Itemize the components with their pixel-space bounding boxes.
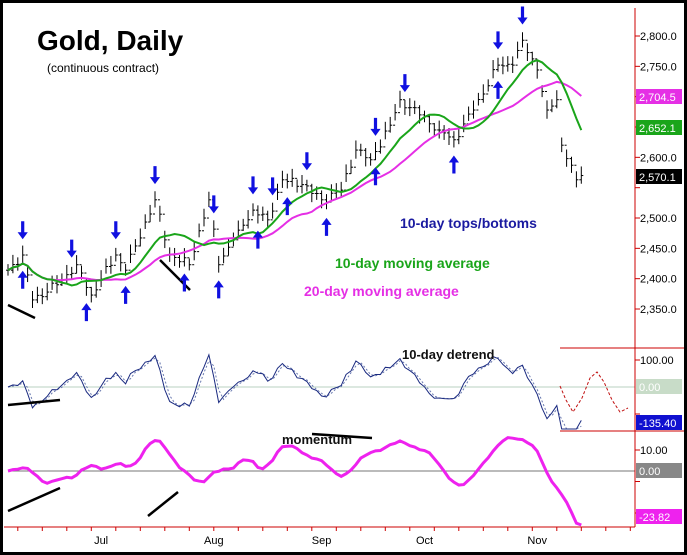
ma10-line	[7, 59, 583, 287]
momentum-zero-value: 0.00	[639, 466, 660, 478]
price-tick-label: 2,600.0	[640, 152, 677, 164]
ma10-label: 10-day moving average	[335, 255, 490, 271]
bottom-arrow-icon	[370, 167, 381, 186]
ma10-last-value-box	[636, 120, 682, 135]
ma20-label: 20-day moving average	[304, 283, 459, 299]
top-arrow-icon	[247, 176, 259, 195]
top-arrow-icon	[17, 221, 28, 240]
top-arrow-icon	[399, 74, 410, 93]
top-arrow-icon	[301, 152, 312, 171]
price-trendline	[7, 303, 36, 320]
momentum-trendline	[147, 491, 179, 517]
price-tick-label: 2,800.0	[640, 31, 677, 43]
momentum-last-value: -23.82	[639, 512, 670, 524]
bottom-arrow-icon	[179, 273, 190, 292]
bottom-arrow-icon	[448, 155, 459, 174]
detrend-smoothed-line	[7, 356, 582, 430]
top-arrow-icon	[208, 195, 219, 214]
chart-subtitle: (continuous contract)	[47, 61, 160, 75]
detrend-tick-label: 100.00	[640, 355, 674, 367]
detrend-zero-value: 0.00	[639, 382, 660, 394]
bottom-arrow-icon	[252, 230, 263, 249]
month-label-jul: Jul	[94, 535, 108, 547]
price-tick-label: 2,750.0	[640, 61, 677, 73]
momentum-label: momentum	[282, 432, 353, 447]
bottom-arrow-icon	[120, 285, 131, 304]
month-label-oct: Oct	[416, 535, 433, 547]
momentum-trendline	[311, 432, 373, 440]
top-arrow-icon	[66, 239, 77, 258]
ma20-line	[7, 80, 582, 282]
top-arrow-icon	[492, 31, 504, 50]
momentum-line	[7, 436, 582, 527]
bottom-arrow-icon	[17, 270, 28, 289]
month-label-nov: Nov	[527, 535, 547, 547]
detrend-zero-value-box	[636, 379, 682, 394]
momentum-tick-label: 10.00	[640, 445, 668, 457]
price-tick-label: 2,450.0	[640, 243, 677, 255]
bottom-arrow-icon	[282, 197, 293, 216]
ma20-last-value-box	[636, 89, 682, 104]
detrend-last-value: -135.40	[639, 418, 676, 430]
price-tick-label: 2,400.0	[640, 274, 677, 286]
close-last-value-box	[636, 169, 682, 184]
month-label-aug: Aug	[204, 535, 224, 547]
top-arrow-icon	[149, 166, 161, 185]
bottom-arrow-icon	[492, 80, 504, 99]
top-arrow-icon	[110, 221, 121, 240]
bottom-arrow-icon	[213, 280, 224, 299]
price-tick-label: 2,500.0	[640, 213, 677, 225]
bottom-arrow-icon	[321, 217, 332, 236]
top-arrow-icon	[517, 6, 528, 25]
momentum-zero-value-box	[636, 463, 682, 478]
detrend-label: 10-day detrend	[402, 347, 495, 362]
ma10-last-value: 2,652.1	[639, 123, 676, 135]
price-tick-label: 2,350.0	[640, 304, 677, 316]
close-last-value: 2,570.1	[639, 172, 676, 184]
detrend-trendline	[7, 398, 61, 407]
momentum-last-value-box	[636, 509, 682, 524]
detrend-last-value-box	[636, 415, 682, 430]
ma20-last-value: 2,704.5	[639, 92, 676, 104]
bottom-arrow-icon	[81, 303, 92, 322]
chart-title: Gold, Daily	[37, 25, 184, 56]
tops-bottoms-label: 10-day tops/bottoms	[400, 215, 537, 231]
month-label-sep: Sep	[312, 535, 332, 547]
top-arrow-icon	[267, 177, 278, 196]
top-arrow-icon	[370, 117, 381, 136]
detrend-projection-line	[559, 371, 629, 413]
detrend-line	[7, 353, 582, 430]
momentum-trendline	[7, 486, 61, 513]
